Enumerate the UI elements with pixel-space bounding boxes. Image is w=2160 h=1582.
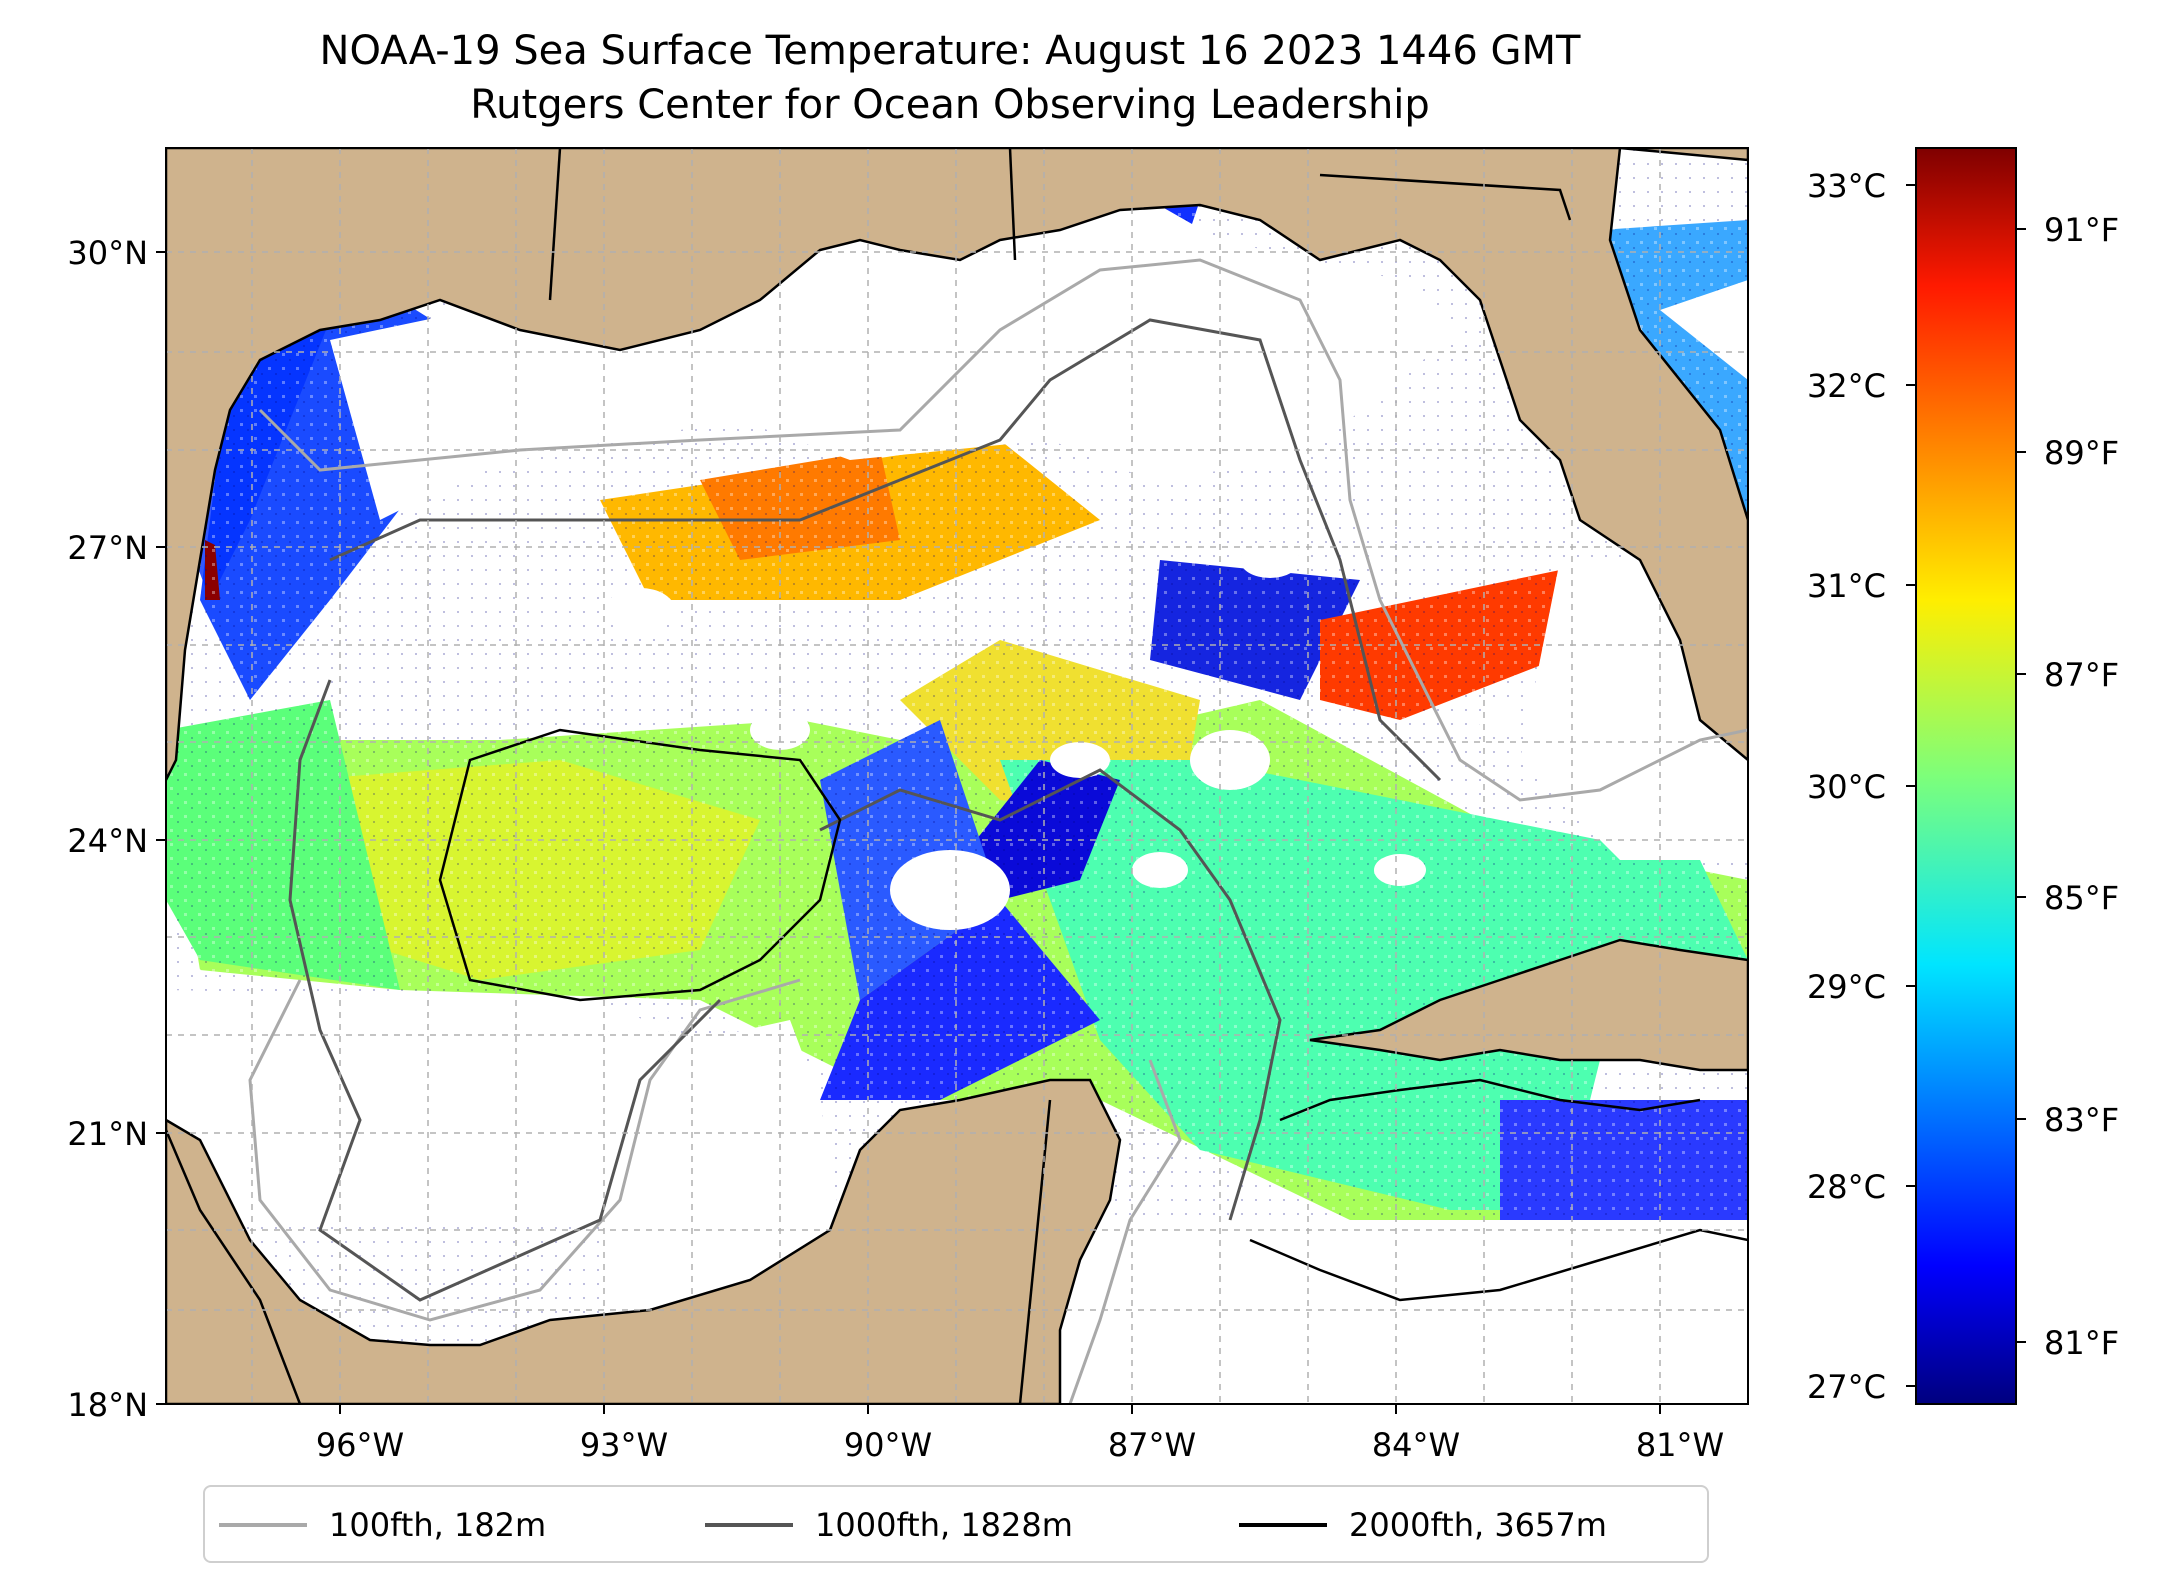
fahrenheit-tick-marks [2016, 228, 2026, 1343]
land-layer [166, 148, 1748, 1404]
cb-tick-29c: 29°C [1807, 968, 1886, 1006]
contour-2000fth [438, 728, 1748, 1302]
lat-tick-27n: 27°N [67, 529, 148, 567]
legend-swatch-100fth [219, 1523, 307, 1527]
legend-item-2000fth: 2000fth, 3657m [1239, 1505, 1607, 1545]
lat-tick-30n: 30°N [67, 234, 148, 272]
lon-tick-93w: 93°W [580, 1426, 668, 1464]
cb-tick-31c: 31°C [1807, 567, 1886, 605]
us-gulf-coast-land [166, 148, 1748, 781]
cb-tick-87f: 87°F [2044, 656, 2119, 694]
map-gridlines [166, 148, 1748, 1404]
fahrenheit-tick-labels: 91°F 89°F 87°F 85°F 83°F 81°F [2044, 211, 2119, 1362]
legend-label-1000fth: 1000fth, 1828m [815, 1506, 1073, 1544]
contour-1000fth [288, 318, 1442, 1302]
lon-tick-96w: 96°W [316, 1426, 404, 1464]
legend-label-100fth: 100fth, 182m [329, 1506, 547, 1544]
lon-tick-81w: 81°W [1636, 1426, 1724, 1464]
colorbar [1915, 147, 2017, 1405]
cb-tick-32c: 32°C [1807, 367, 1886, 405]
cb-tick-91f: 91°F [2044, 211, 2119, 249]
cb-tick-83f: 83°F [2044, 1101, 2119, 1139]
lat-tick-21n: 21°N [67, 1115, 148, 1153]
legend-swatch-2000fth [1239, 1523, 1327, 1527]
legend-label-2000fth: 2000fth, 3657m [1349, 1506, 1607, 1544]
cb-tick-33c: 33°C [1807, 167, 1886, 205]
cb-tick-89f: 89°F [2044, 434, 2119, 472]
chart-subtitle: Rutgers Center for Ocean Observing Leade… [470, 82, 1430, 128]
map-border [165, 147, 1749, 1405]
cb-tick-81f: 81°F [2044, 1324, 2119, 1362]
legend-item-1000fth: 1000fth, 1828m [705, 1505, 1073, 1545]
celsius-tick-labels: 33°C 32°C 31°C 30°C 29°C 28°C 27°C [1807, 167, 1886, 1406]
lon-tick-84w: 84°W [1372, 1426, 1460, 1464]
lon-tick-90w: 90°W [844, 1426, 932, 1464]
chart-title: NOAA-19 Sea Surface Temperature: August … [319, 28, 1581, 74]
lon-tick-87w: 87°W [1108, 1426, 1196, 1464]
mexico-land [166, 1078, 1122, 1404]
bathymetry-contours [248, 258, 1748, 1404]
lat-tick-marks [156, 251, 166, 1405]
legend-swatch-1000fth [705, 1523, 793, 1527]
lat-tick-labels: 30°N 27°N 24°N 21°N 18°N [67, 234, 148, 1424]
lat-tick-18n: 18°N [67, 1386, 148, 1424]
lon-tick-labels: 96°W 93°W 90°W 87°W 84°W 81°W [316, 1426, 1724, 1464]
map-layers [166, 148, 1748, 1404]
legend-item-100fth: 100fth, 182m [219, 1505, 546, 1545]
cuba-land [1309, 938, 1748, 1072]
contour-legend: 100fth, 182m 1000fth, 1828m 2000fth, 365… [203, 1485, 1709, 1563]
lat-tick-24n: 24°N [67, 822, 148, 860]
lon-tick-marks [339, 1404, 1661, 1414]
political-borders [166, 148, 1572, 1404]
cb-tick-85f: 85°F [2044, 879, 2119, 917]
cb-tick-27c: 27°C [1807, 1368, 1886, 1406]
celsius-tick-marks [1906, 184, 1916, 1387]
cb-tick-30c: 30°C [1807, 768, 1886, 806]
cb-tick-28c: 28°C [1807, 1168, 1886, 1206]
